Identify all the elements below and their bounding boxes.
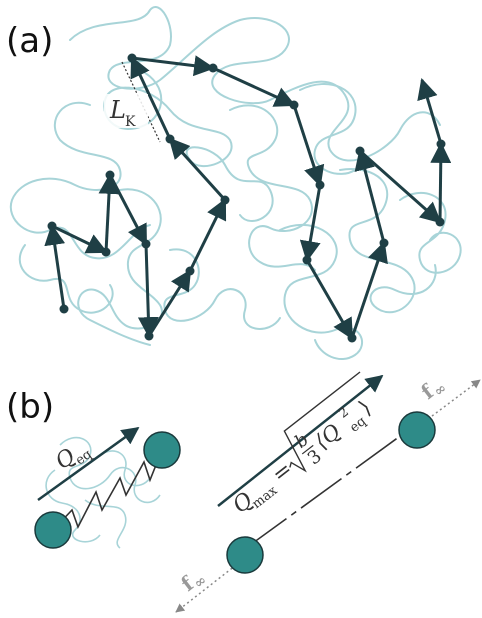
bead-stretched-right: [398, 411, 436, 449]
bead-right: [143, 431, 181, 469]
dashed-connector: [245, 425, 415, 549]
svg-text:K: K: [125, 114, 136, 130]
bead-left: [34, 511, 72, 549]
force-label-upper: f ∞: [416, 379, 450, 404]
svg-text:L: L: [109, 96, 126, 124]
chain-joints: [47, 53, 446, 343]
q-eq-arrow: [37, 426, 140, 502]
svg-text:⟨Q: ⟨Q: [310, 419, 345, 454]
spring: [53, 449, 163, 530]
svg-text:max: max: [250, 483, 281, 512]
coil-background-b: [45, 436, 161, 549]
force-label-lower: f ∞: [176, 571, 210, 596]
coil-background-a: [9, 6, 462, 360]
q-max-formula: Q max = b 3 ⟨Q 2 eq ⟩: [228, 371, 376, 519]
q-max-arrow: [217, 374, 384, 507]
panel-b-label: (b): [6, 387, 54, 427]
panel-a-label: (a): [6, 21, 53, 61]
bead-stretched-left: [226, 536, 264, 574]
kuhn-chain: [44, 55, 452, 340]
svg-text:2: 2: [336, 405, 352, 422]
kuhn-length-label: L K: [104, 94, 148, 130]
force-arrow-lower: [175, 561, 241, 613]
